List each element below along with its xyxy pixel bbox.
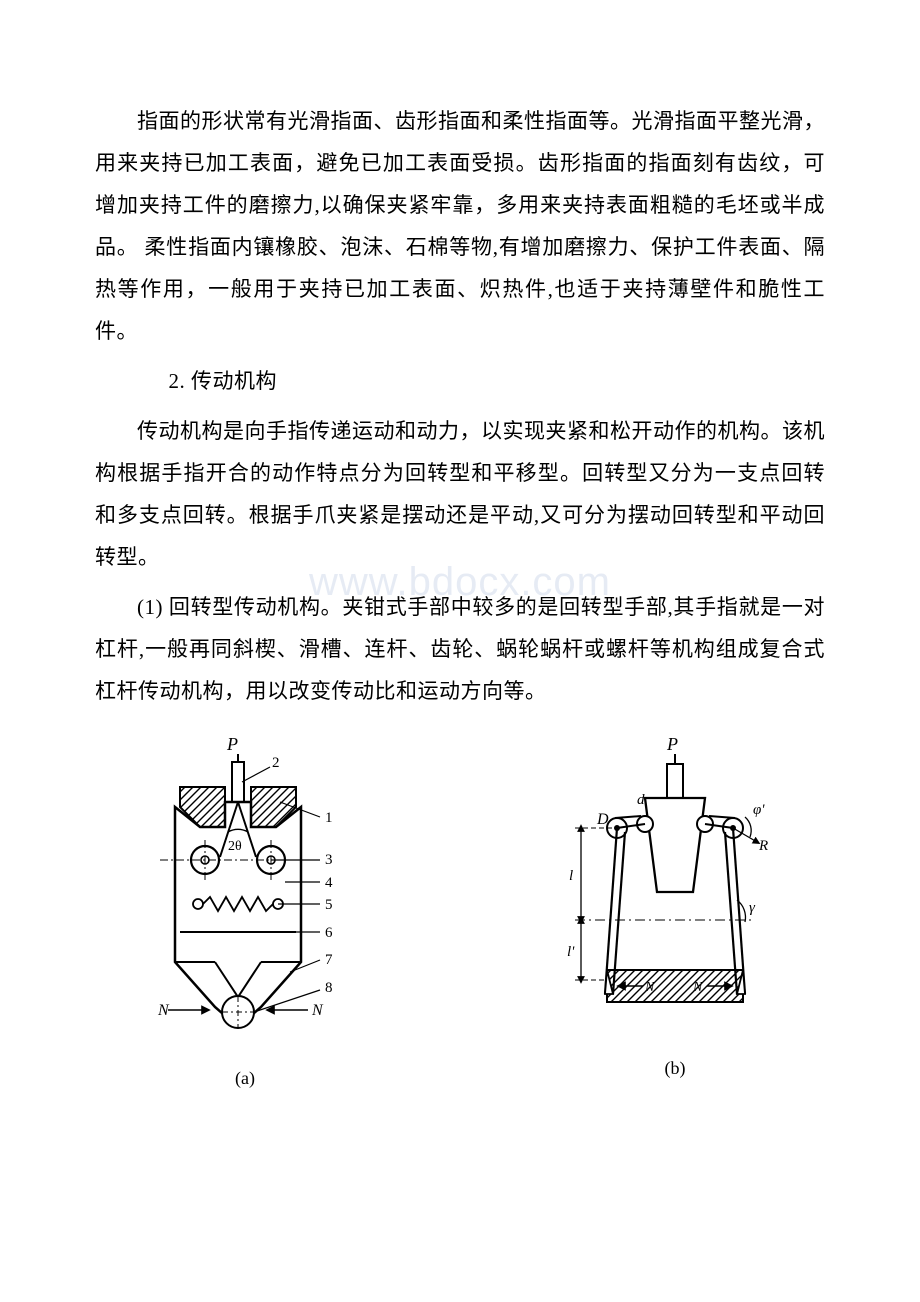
label-N-right-b: N [692, 980, 703, 995]
label-D: D [596, 811, 609, 828]
label-lprime: l' [567, 944, 575, 960]
label-gamma: γ [749, 900, 756, 916]
fig-a-num-6: 6 [325, 925, 333, 941]
figure-b-container: P [535, 732, 815, 1089]
paragraph-2: 传动机构是向手指传递运动和动力，以实现夹紧和松开动作的机构。该机构根据手指开合的… [95, 410, 825, 578]
label-l: l [569, 868, 573, 884]
label-d: d [637, 792, 645, 808]
label-P-b: P [666, 734, 678, 754]
fig-a-num-2: 2 [272, 755, 280, 771]
figure-b-svg: P [545, 732, 805, 1052]
label-phi: φ' [753, 802, 765, 818]
fig-a-num-3: 3 [325, 852, 333, 868]
heading-2: 2. 传动机构 [95, 360, 825, 402]
figure-a-caption: (a) [105, 1068, 385, 1089]
figure-a-container: P 2θ [105, 732, 385, 1089]
fig-a-num-5: 5 [325, 897, 333, 913]
figure-b-caption: (b) [535, 1058, 815, 1079]
label-P: P [226, 734, 238, 754]
figure-row: P 2θ [95, 732, 825, 1089]
fig-a-num-1: 1 [325, 810, 333, 826]
page-content: 指面的形状常有光滑指面、齿形指面和柔性指面等。光滑指面平整光滑，用来夹持已加工表… [95, 100, 825, 1089]
label-N-right-a: N [311, 1002, 324, 1019]
paragraph-3: (1) 回转型传动机构。夹钳式手部中较多的是回转型手部,其手指就是一对杠杆,一般… [95, 586, 825, 712]
fig-a-num-7: 7 [325, 952, 333, 968]
label-R: R [758, 838, 768, 854]
figure-a-svg: P 2θ [120, 732, 370, 1062]
fig-a-num-8: 8 [325, 980, 333, 996]
paragraph-1: 指面的形状常有光滑指面、齿形指面和柔性指面等。光滑指面平整光滑，用来夹持已加工表… [95, 100, 825, 352]
label-N-left-b: N [644, 980, 655, 995]
fig-a-num-4: 4 [325, 875, 333, 891]
label-2theta: 2θ [228, 839, 242, 854]
label-N-left-a: N [157, 1002, 170, 1019]
